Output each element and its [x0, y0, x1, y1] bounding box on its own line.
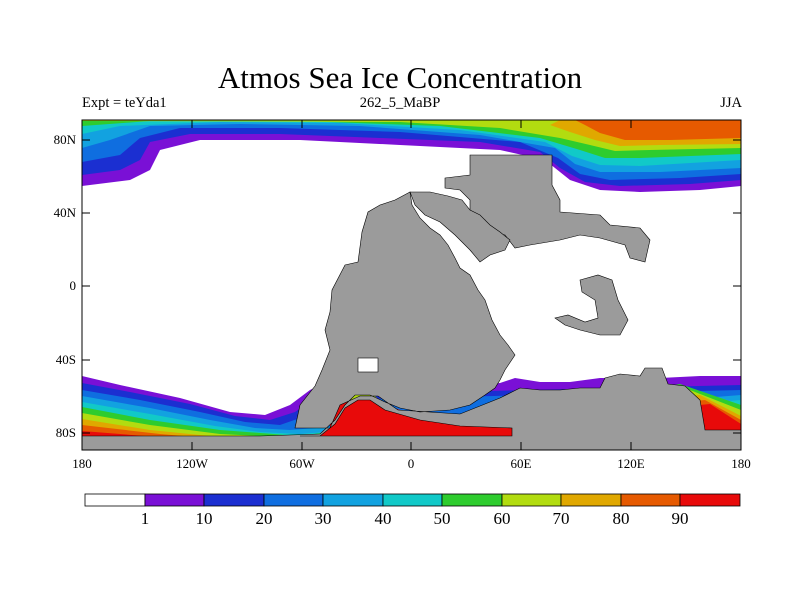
colorbar-box-1	[144, 493, 205, 507]
colorbar-label-60: 60	[494, 509, 511, 528]
season-label: JJA	[720, 95, 742, 111]
lon-label-60e: 60E	[511, 456, 532, 471]
colorbar-label-70: 70	[553, 509, 570, 528]
colorbar-box-6	[441, 493, 503, 507]
colorbar-box-4	[322, 493, 384, 507]
colorbar-labels: 1 10 20 30 40 50 60 70 80 90	[141, 509, 689, 528]
lon-label-180w: 180	[72, 456, 92, 471]
colorbar-box-2	[203, 493, 265, 507]
lon-label-180e: 180	[731, 456, 751, 471]
colorbar	[84, 493, 741, 507]
latitude-labels: 80N 40N 0 40S 80S	[54, 132, 77, 440]
landmass-mideast	[409, 191, 511, 263]
landmass-east-arc	[554, 274, 629, 336]
lat-label-40s: 40S	[56, 352, 76, 367]
colorbar-label-40: 40	[375, 509, 392, 528]
colorbar-label-90: 90	[672, 509, 689, 528]
lat-label-80n: 80N	[54, 132, 77, 147]
colorbar-box-0	[84, 493, 146, 507]
colorbar-label-20: 20	[256, 509, 273, 528]
colorbar-box-5	[382, 493, 443, 507]
colorbar-box-3	[263, 493, 324, 507]
colorbar-label-50: 50	[434, 509, 451, 528]
colorbar-box-9	[620, 493, 681, 507]
longitude-labels: 180 120W 60W 0 60E 120E 180	[72, 456, 751, 471]
lat-label-0: 0	[70, 278, 77, 293]
colorbar-box-8	[560, 493, 622, 507]
case-label: 262_5_MaBP	[359, 95, 441, 111]
colorbar-box-10	[679, 493, 741, 507]
axis-ticks	[82, 120, 741, 450]
lon-label-120w: 120W	[176, 456, 209, 471]
lat-label-80s: 80S	[56, 425, 76, 440]
colorbar-label-30: 30	[315, 509, 332, 528]
map-title: Atmos Sea Ice Concentration	[217, 60, 583, 95]
inland-lake	[357, 357, 379, 373]
landmass-antarctic-ice-shelf	[300, 399, 513, 437]
lon-label-0: 0	[408, 456, 415, 471]
colorbar-box-7	[501, 493, 562, 507]
colorbar-label-1: 1	[141, 509, 150, 528]
colorbar-label-10: 10	[196, 509, 213, 528]
landmass-africa-south	[82, 191, 741, 450]
colorbar-label-80: 80	[613, 509, 630, 528]
experiment-label: Expt = teYda1	[82, 95, 167, 111]
lon-label-120e: 120E	[617, 456, 645, 471]
lat-label-40n: 40N	[54, 205, 77, 220]
continents	[82, 154, 741, 450]
lon-label-60w: 60W	[289, 456, 315, 471]
arctic-sea-ice	[82, 120, 741, 192]
map-plot-area	[82, 120, 741, 450]
